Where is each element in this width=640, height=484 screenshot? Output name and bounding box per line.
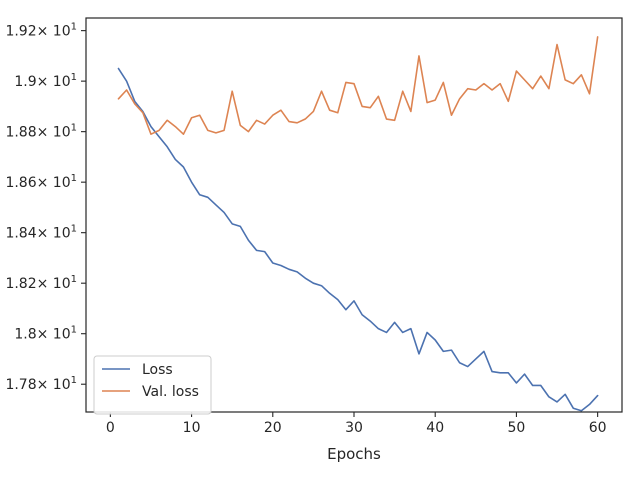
y-tick-exponent: 1 [71, 123, 77, 134]
y-tick-multiplier: × 10 [37, 125, 71, 141]
y-tick-exponent: 1 [71, 325, 77, 336]
y-tick-label: 1.9× 101 [14, 72, 77, 90]
x-tick-label: 10 [183, 420, 201, 436]
y-tick-exponent: 1 [71, 173, 77, 184]
plot-area-frame [85, 17, 623, 413]
y-tick-mantissa: 1.86 [5, 175, 36, 191]
y-tick-multiplier: × 10 [37, 74, 71, 90]
x-tick-label: 50 [508, 420, 526, 436]
x-tick-label: 20 [264, 420, 282, 436]
y-tick-label: 1.92× 101 [5, 22, 77, 40]
y-tick-mantissa: 1.9 [14, 74, 36, 90]
y-tick-multiplier: × 10 [37, 327, 71, 343]
y-tick-mantissa: 1.78 [5, 377, 36, 393]
y-tick-exponent: 1 [71, 22, 77, 33]
y-tick-exponent: 1 [71, 224, 77, 235]
y-tick-multiplier: × 10 [37, 276, 71, 292]
x-tick-label: 30 [345, 420, 363, 436]
y-tick-multiplier: × 10 [37, 226, 71, 242]
y-tick-mantissa: 1.82 [5, 276, 36, 292]
y-tick-label: 1.82× 101 [5, 274, 77, 292]
y-tick-mantissa: 1.88 [5, 125, 36, 141]
y-tick-exponent: 1 [71, 72, 77, 83]
y-tick-exponent: 1 [71, 375, 77, 386]
y-tick-mantissa: 1.92 [5, 24, 36, 40]
series-layer [117, 36, 599, 412]
legend-label: Loss [142, 362, 173, 378]
x-axis-ticks: 0 10 20 30 40 50 60 [106, 412, 607, 436]
y-tick-label: 1.78× 101 [5, 375, 77, 393]
legend: Loss Val. loss [93, 355, 212, 415]
series-line-val-loss [117, 36, 599, 135]
legend-box [93, 355, 212, 415]
x-axis-label: Epochs [327, 445, 381, 463]
legend-label: Val. loss [142, 384, 199, 400]
y-tick-label: 1.86× 101 [5, 173, 77, 191]
y-tick-label: 1.8× 101 [14, 325, 77, 343]
y-tick-exponent: 1 [71, 274, 77, 285]
y-tick-multiplier: × 10 [37, 24, 71, 40]
x-tick-label: 0 [106, 420, 115, 436]
series-line-loss [117, 67, 599, 412]
x-tick-label: 60 [589, 420, 607, 436]
y-tick-mantissa: 1.8 [14, 327, 36, 343]
y-tick-multiplier: × 10 [37, 175, 71, 191]
x-tick-label: 40 [426, 420, 444, 436]
y-tick-label: 1.84× 101 [5, 224, 77, 242]
y-tick-multiplier: × 10 [37, 377, 71, 393]
y-tick-mantissa: 1.84 [5, 226, 36, 242]
y-tick-label: 1.88× 101 [5, 123, 77, 141]
